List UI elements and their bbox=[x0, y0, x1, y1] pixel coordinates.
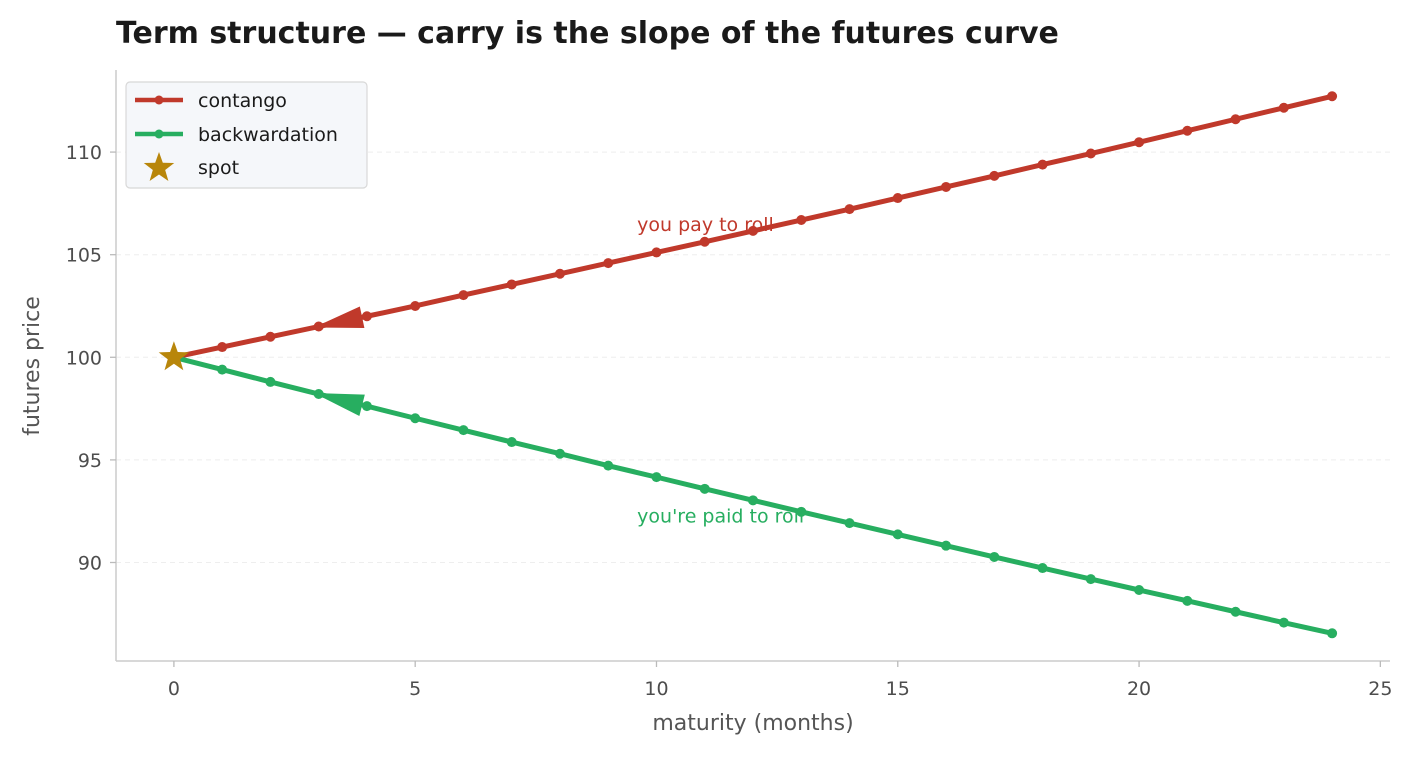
point-backwardation-11 bbox=[699, 483, 710, 494]
point-contango-7 bbox=[506, 279, 517, 290]
legend-item-contango: contango bbox=[135, 90, 287, 112]
legend-label-contango: contango bbox=[198, 90, 287, 112]
y-tick-label-100: 100 bbox=[66, 347, 102, 369]
y-axis-label: futures price bbox=[20, 296, 45, 436]
legend-item-spot: spot bbox=[143, 152, 239, 181]
point-backwardation-21 bbox=[1182, 595, 1193, 606]
point-backwardation-23 bbox=[1278, 617, 1289, 628]
x-tick-label-10: 10 bbox=[644, 678, 668, 700]
point-contango-4 bbox=[361, 311, 372, 322]
arrow-backwardation bbox=[313, 393, 365, 416]
x-ticks: 0 5 10 15 20 25 bbox=[168, 661, 1392, 700]
x-tick-label-0: 0 bbox=[168, 678, 180, 700]
point-contango-2 bbox=[265, 331, 276, 342]
point-contango-19 bbox=[1085, 148, 1096, 159]
point-backwardation-12 bbox=[748, 495, 758, 506]
point-backwardation-15 bbox=[892, 529, 903, 540]
point-backwardation-10 bbox=[651, 472, 662, 483]
point-backwardation-18 bbox=[1037, 563, 1048, 574]
point-backwardation-24 bbox=[1327, 628, 1338, 639]
spot-marker bbox=[158, 341, 190, 371]
point-contango-24 bbox=[1327, 91, 1338, 102]
legend: contango backwardation spot bbox=[125, 81, 368, 189]
x-tick-label-25: 25 bbox=[1368, 678, 1392, 700]
point-contango-10 bbox=[651, 247, 662, 258]
x-tick-label-5: 5 bbox=[409, 678, 421, 700]
point-contango-6 bbox=[458, 290, 469, 301]
y-ticks: 90 95 100 105 110 bbox=[66, 142, 116, 575]
point-contango-13 bbox=[796, 215, 807, 226]
point-backwardation-14 bbox=[844, 518, 855, 529]
point-contango-8 bbox=[554, 268, 565, 279]
legend-marker-backwardation bbox=[154, 129, 164, 139]
y-tick-label-105: 105 bbox=[66, 245, 102, 267]
legend-marker-spot bbox=[143, 152, 175, 181]
point-contango-20 bbox=[1134, 137, 1145, 148]
point-backwardation-17 bbox=[989, 551, 1000, 562]
x-tick-label-20: 20 bbox=[1127, 678, 1151, 700]
point-backwardation-6 bbox=[458, 425, 469, 436]
point-backwardation-2 bbox=[265, 376, 276, 387]
point-backwardation-16 bbox=[941, 540, 952, 551]
point-contango-12 bbox=[748, 225, 758, 236]
point-backwardation-1 bbox=[217, 364, 228, 375]
legend-item-backwardation: backwardation bbox=[135, 124, 338, 146]
y-tick-label-110: 110 bbox=[66, 142, 102, 164]
arrow-contango bbox=[313, 306, 365, 329]
point-contango-14 bbox=[844, 204, 855, 215]
point-contango-23 bbox=[1278, 102, 1289, 113]
point-contango-22 bbox=[1230, 114, 1241, 125]
point-backwardation-13 bbox=[796, 506, 807, 517]
legend-label-backwardation: backwardation bbox=[198, 124, 338, 146]
point-contango-17 bbox=[989, 170, 1000, 181]
point-contango-18 bbox=[1037, 159, 1048, 170]
annotation-1: you're paid to roll bbox=[637, 505, 804, 527]
point-backwardation-8 bbox=[554, 448, 565, 459]
legend-label-spot: spot bbox=[198, 157, 239, 179]
point-contango-11 bbox=[699, 236, 710, 247]
point-backwardation-7 bbox=[506, 437, 517, 448]
point-backwardation-20 bbox=[1134, 584, 1145, 595]
point-backwardation-9 bbox=[603, 460, 614, 471]
y-tick-label-90: 90 bbox=[78, 553, 102, 575]
legend-box bbox=[125, 81, 368, 189]
x-tick-label-15: 15 bbox=[886, 678, 910, 700]
point-contango-16 bbox=[941, 181, 952, 192]
y-tick-label-95: 95 bbox=[78, 450, 102, 472]
point-backwardation-19 bbox=[1085, 574, 1096, 585]
annotation-0: you pay to roll bbox=[637, 214, 774, 236]
point-backwardation-22 bbox=[1230, 606, 1241, 617]
chart-title: Term structure — carry is the slope of t… bbox=[116, 16, 1059, 51]
point-contango-1 bbox=[217, 342, 228, 353]
point-contango-5 bbox=[410, 300, 421, 311]
point-contango-9 bbox=[603, 258, 614, 269]
point-contango-15 bbox=[892, 193, 903, 204]
series-layer bbox=[158, 91, 1338, 639]
point-backwardation-4 bbox=[361, 401, 372, 412]
annotations: you pay to roll you're paid to roll bbox=[637, 214, 804, 527]
point-contango-21 bbox=[1182, 125, 1193, 136]
legend-marker-contango bbox=[154, 95, 164, 105]
point-backwardation-5 bbox=[410, 413, 421, 424]
x-axis-label: maturity (months) bbox=[652, 711, 853, 736]
